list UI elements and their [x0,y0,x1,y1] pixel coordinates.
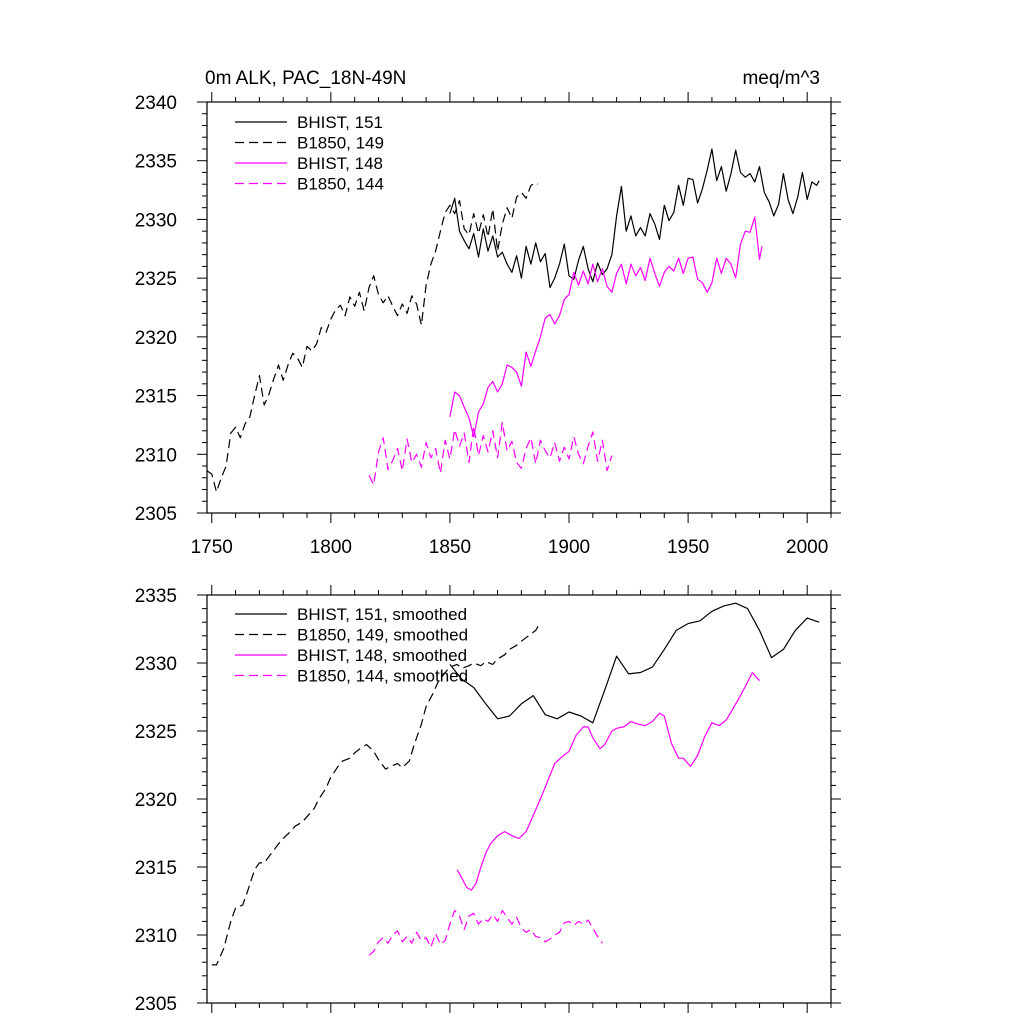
x-tick-label: 1950 [667,537,709,558]
chart-title: 0m ALK, PAC_18N-49N [205,68,406,89]
y-tick-label: 2310 [135,445,177,466]
legend-entry: B1850, 149, smoothed [297,626,468,645]
top-panel: 1750 1800 1850 1900 1950 2000 2305 2310 2315 2320… [135,92,841,558]
legend-entry: BHIST, 151 [297,113,383,132]
y-tick-label: 2310 [135,926,177,947]
y-tick-label: 2315 [135,858,177,879]
y-tick-label: 2330 [135,210,177,231]
plot-frame [206,101,832,514]
y-tick-label: 2330 [135,654,177,675]
series-line-b1850-144-smoothed [368,909,603,956]
y-tick-label: 2320 [135,328,177,349]
series-line-bhist-148 [449,216,763,438]
y-tick-label: 2325 [135,269,177,290]
x-tick-label: 1900 [548,537,590,558]
legend-entry: B1850, 144, smoothed [297,667,468,686]
x-tick-label: 2000 [786,537,828,558]
y-tick-label: 2335 [135,152,177,173]
legend-entry: BHIST, 148 [297,154,383,173]
y-tick-label: 2320 [135,790,177,811]
y-tick-label: 2315 [135,387,177,408]
bottom-panel: 2305 2310 2315 2320 2325 2330 2335 BHIST, 151, … [135,585,841,1015]
legend-entry: B1850, 144 [297,175,384,194]
series-line-bhist-151 [449,148,820,289]
y-tick-label: 2305 [135,504,177,525]
units-label: meq/m^3 [742,68,820,89]
series-line-b1850-144 [368,422,613,486]
series-line-b1850-149 [207,182,539,493]
y-tick-label: 2325 [135,722,177,743]
x-tick-label: 1800 [310,537,352,558]
legend-entry: B1850, 149 [297,134,384,153]
legend-entry: BHIST, 151, smoothed [297,605,467,624]
series-line-b1850-149-smoothed [211,625,539,966]
series-line-bhist-151-smoothed [449,602,820,724]
x-tick-label: 1750 [191,537,233,558]
y-tick-label: 2340 [135,93,177,114]
x-tick-label: 1850 [429,537,471,558]
series-line-bhist-148-smoothed [456,671,760,891]
y-tick-label: 2305 [135,994,177,1015]
legend-entry: BHIST, 148, smoothed [297,646,467,665]
y-tick-label: 2335 [135,586,177,607]
